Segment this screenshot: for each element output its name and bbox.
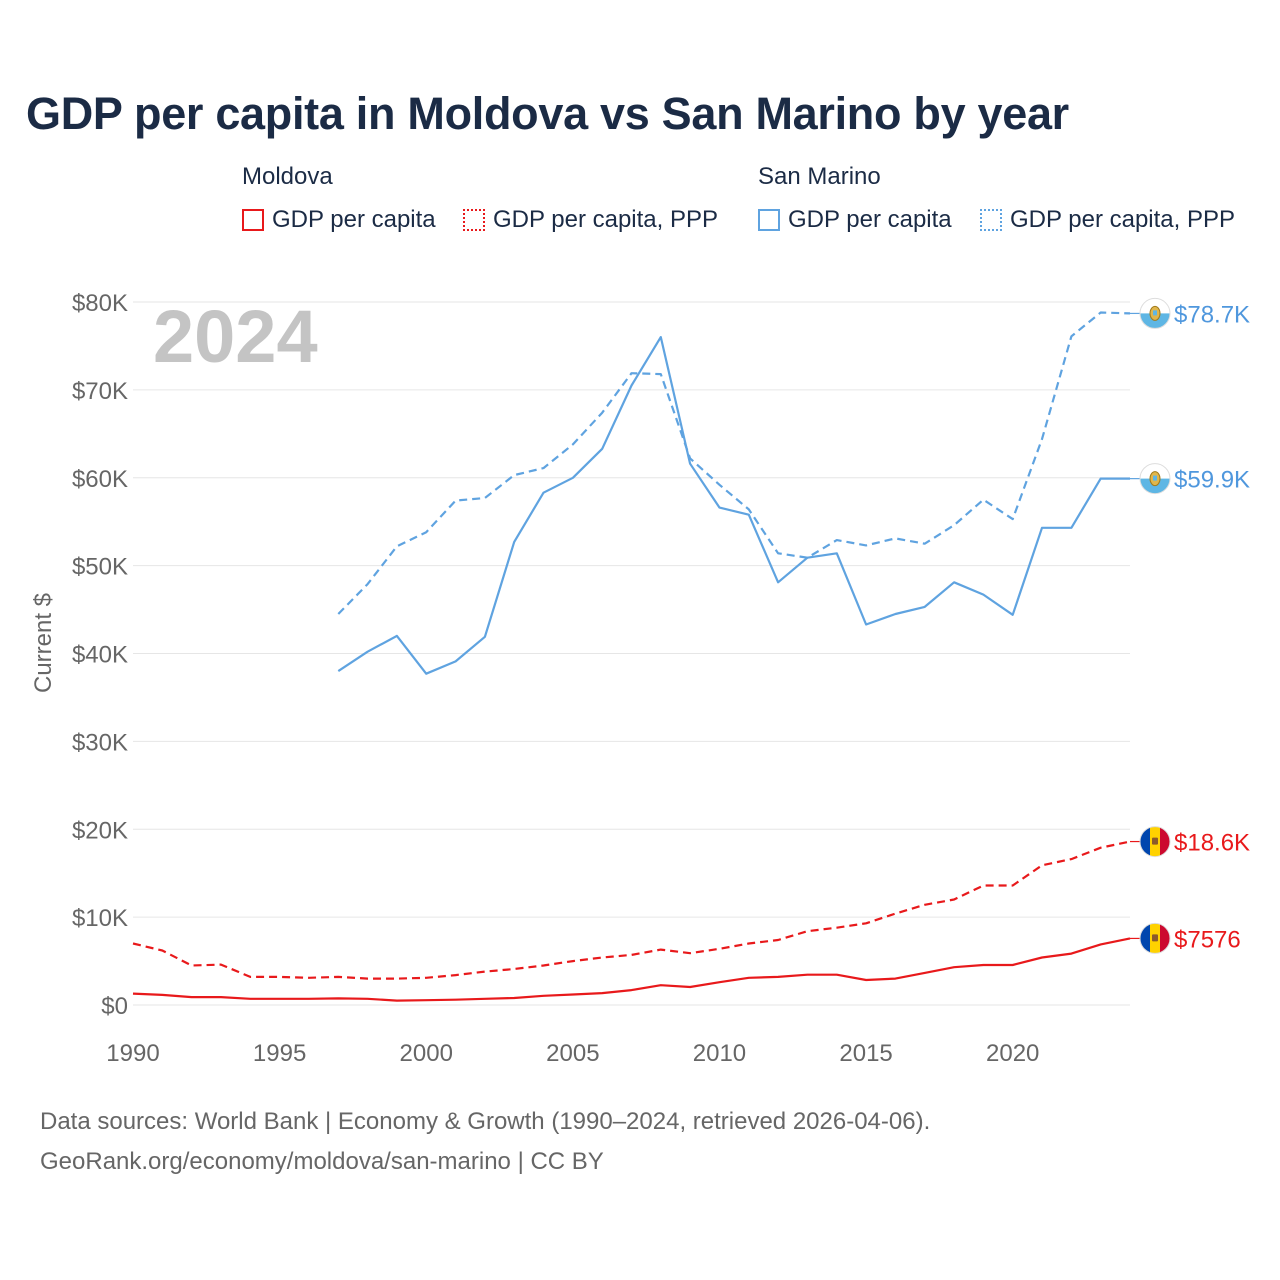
flag-stripe-red [1160,923,1170,954]
x-tick-label: 2015 [839,1040,892,1067]
y-tick-label: $80K [72,290,128,317]
flag-border [1139,297,1171,329]
y-tick-label: $10K [72,905,128,932]
flag-emblem-shield [1153,310,1157,316]
legend-label: GDP per capita, PPP [1010,206,1235,233]
x-tick-label: 1990 [106,1040,159,1067]
y-tick-label: $30K [72,729,128,756]
flag-border [1139,826,1171,858]
y-tick-label: $0 [101,993,128,1020]
series-line-moldova-gdp-per-capita-ppp [132,840,1131,980]
end-value-label: $59.9K [1174,467,1250,494]
moldova-flag-icon [1139,922,1171,954]
flag-clip [1140,826,1170,857]
series-layer [132,311,1140,1002]
y-axis-title: Current $ [30,593,57,693]
footer-sources: Data sources: World Bank | Economy & Gro… [40,1108,931,1135]
y-tick-label: $40K [72,642,128,669]
moldova-flag-icon [1139,826,1171,858]
flag-border [1139,463,1171,495]
end-value-label: $78.7K [1174,301,1250,328]
flag-stripe-blue [1140,923,1150,954]
x-tick-label: 1995 [253,1040,306,1067]
labels-layer: $78.7K $59.9K $18.6K $7576 [1139,297,1250,954]
series-line-san-marino-gdp-per-capita-ppp [337,311,1131,615]
series-line-san-marino-gdp-per-capita [337,336,1130,675]
footer-attribution[interactable]: GeoRank.org/economy/moldova/san-marino |… [40,1148,604,1175]
legend-group-san-marino: San Marino [758,163,881,190]
y-tick-label: $50K [72,554,128,581]
flag-clip [1140,298,1170,329]
flag-emblem [1152,934,1158,942]
y-tick-label: $70K [72,378,128,405]
legend-group-moldova: Moldova [242,163,333,190]
y-tick-label: $60K [72,466,128,493]
flag-clip [1140,923,1170,954]
flag-emblem-shield [1153,475,1157,481]
chart-title: GDP per capita in Moldova vs San Marino … [26,88,1069,139]
san-marino-flag-icon [1139,297,1171,329]
series-line-moldova-gdp-per-capita [132,937,1131,1002]
flag-emblem [1152,837,1158,845]
line-chart: $0 $10K $20K $30K $40K $50K $60K $70K $80K 1990 19… [30,290,1250,1067]
legend-swatch-dotted-red [463,209,485,231]
x-tick-label: 2000 [400,1040,453,1067]
flag-stripe-red [1160,826,1170,857]
legend-swatch-dotted-blue [980,209,1002,231]
x-tick-label: 2005 [546,1040,599,1067]
legend-item-san-marino-gdp[interactable]: GDP per capita [758,205,952,235]
end-value-label: $7576 [1174,926,1241,953]
legend-item-moldova-gdp-ppp[interactable]: GDP per capita, PPP [463,205,718,235]
year-watermark: 2024 [153,295,318,378]
flag-clip [1140,463,1170,494]
legend-swatch-solid-blue [758,209,780,231]
legend-label: GDP per capita [272,206,436,233]
legend-item-moldova-gdp[interactable]: GDP per capita [242,205,436,235]
legend-label: GDP per capita, PPP [493,206,718,233]
legend-swatch-solid-red [242,209,264,231]
legend-label: GDP per capita [788,206,952,233]
x-tick-label: 2020 [986,1040,1039,1067]
san-marino-flag-icon [1139,463,1171,495]
x-tick-label: 2010 [693,1040,746,1067]
flag-border [1139,922,1171,954]
legend-item-san-marino-gdp-ppp[interactable]: GDP per capita, PPP [980,205,1235,235]
end-value-label: $18.6K [1174,830,1250,857]
grid-layer: $0 $10K $20K $30K $40K $50K $60K $70K $80K 1990 19… [30,290,1130,1067]
flag-stripe-blue [1140,826,1150,857]
y-tick-label: $20K [72,817,128,844]
